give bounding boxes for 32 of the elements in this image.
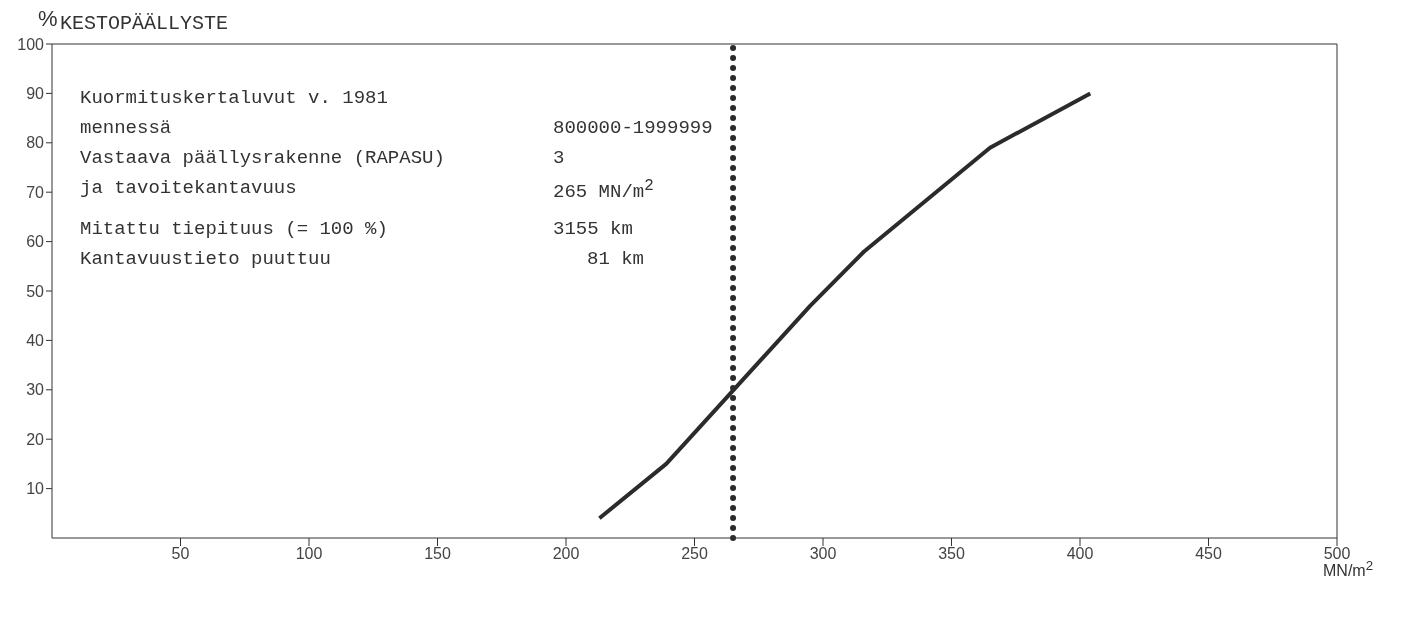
y-tick-label: 50 [26,282,45,300]
x-tick-label: 450 [1195,545,1222,563]
x-tick-label: 400 [1066,545,1094,563]
annotation: 800000-1999999 [553,117,713,139]
x-tick-label: 50 [171,545,190,563]
annotation: mennessä [80,117,172,139]
annotation: Mitattu tiepituus (= 100 %) [80,218,388,240]
y-tick-label: 80 [26,134,45,152]
annotation: 81 km [587,248,645,270]
y-tick-label: 20 [26,430,45,448]
x-tick-label: 300 [809,545,837,563]
annotation: 265 MN/m$^{2}$ [553,177,654,204]
annotation: 3155 km [553,218,633,240]
y-axis-title: % [38,6,58,32]
annotation: Kantavuustieto puuttuu [80,248,331,270]
annotation: Kuormituskertaluvut v. 1981 [80,87,388,109]
annotation: Vastaava päällysrakenne (RAPASU) [80,147,445,169]
chart-title: KESTOPÄÄLLYSTE [60,12,229,35]
annotation: 3 [553,147,565,169]
annotation: ja tavoitekantavuus [80,177,297,199]
y-tick-label: 10 [26,480,45,498]
x-tick-label: 250 [681,545,708,563]
y-tick-label: 100 [17,35,45,53]
x-tick-label: 150 [424,545,451,563]
y-tick-label: 40 [26,332,45,350]
x-tick-label: 100 [295,545,323,563]
y-tick-label: 90 [26,85,45,103]
x-tick-label: 350 [938,545,965,563]
y-tick-label: 70 [26,183,45,201]
x-tick-label: 200 [552,545,580,563]
y-tick-label: 30 [26,381,45,399]
y-tick-label: 60 [26,233,45,251]
